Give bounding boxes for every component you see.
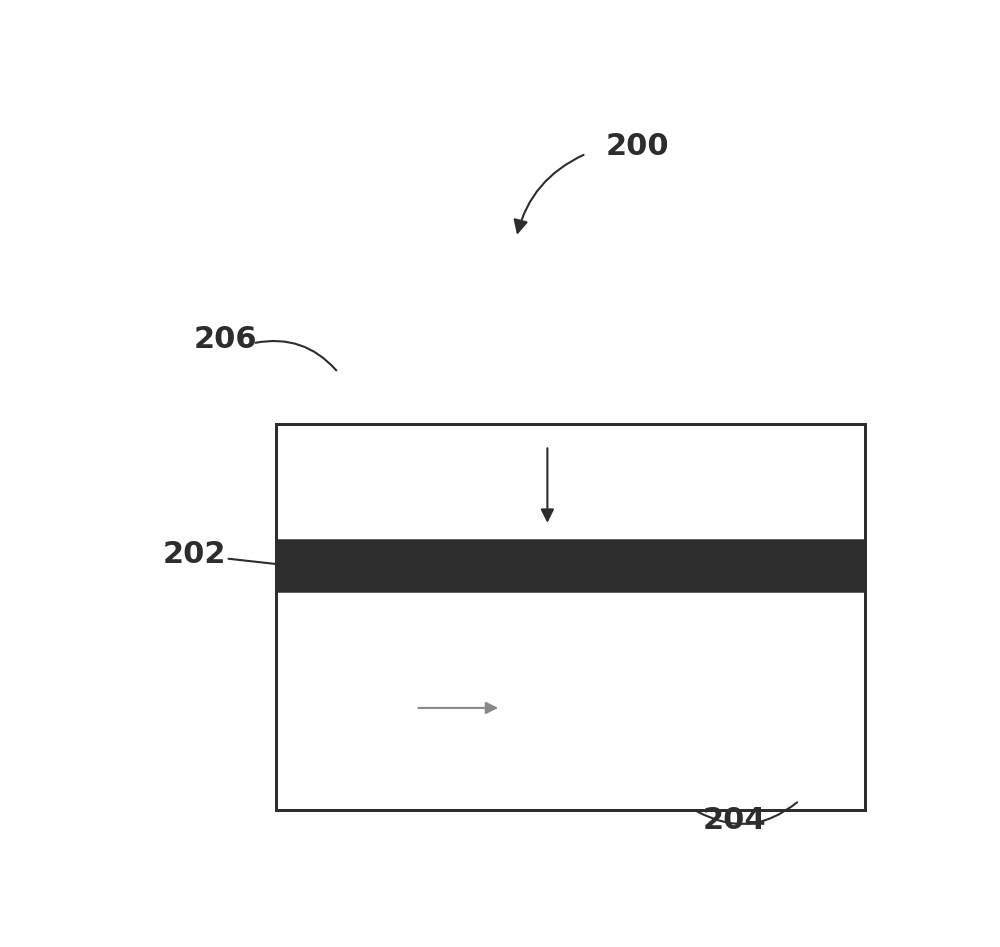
Text: 204: 204: [702, 807, 766, 835]
Text: 202: 202: [163, 541, 226, 569]
Bar: [276, 540, 865, 591]
Text: 200: 200: [606, 132, 669, 161]
Text: 206: 206: [194, 325, 258, 354]
Bar: [276, 423, 865, 810]
